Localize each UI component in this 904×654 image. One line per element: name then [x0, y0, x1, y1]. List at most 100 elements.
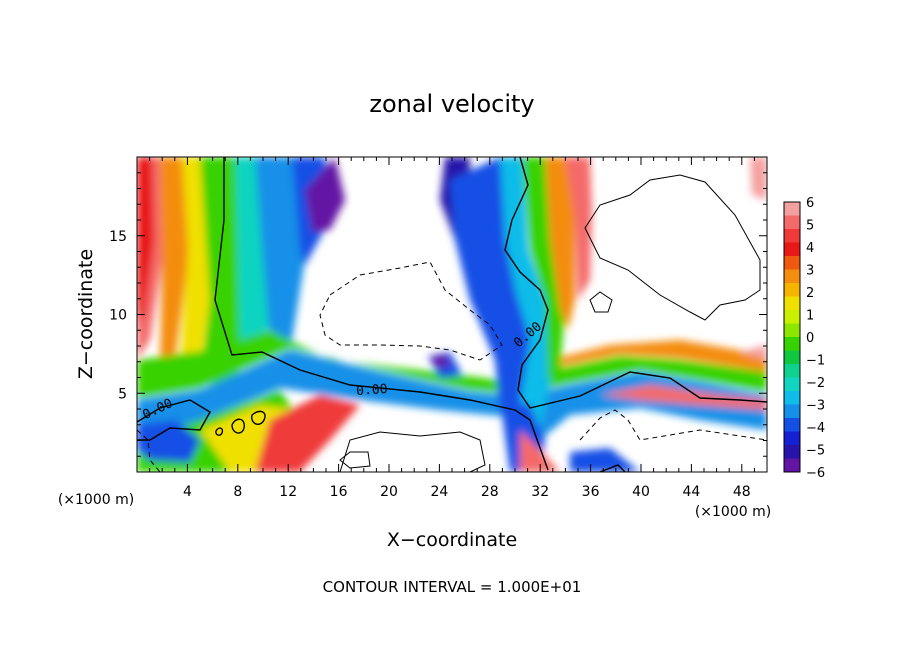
plot-area: 0.00 0.00 0.00 — [136, 156, 768, 473]
colorbar-label: 6 — [806, 196, 814, 211]
x-unit-label-right: (×1000 m) — [695, 504, 771, 520]
colorbar-label: −2 — [806, 376, 825, 391]
field-right-blue — [570, 448, 640, 472]
contour-negative-lower-right — [579, 409, 767, 441]
colorbar-swatch — [784, 458, 800, 473]
x-tick-labels: 4 8 12 16 20 24 28 32 36 40 44 48 — [183, 484, 751, 500]
y-tick-label: 15 — [109, 229, 127, 245]
contour-interval-note: CONTOUR INTERVAL = 1.000E+01 — [323, 578, 582, 596]
colorbar-label: −1 — [806, 354, 825, 369]
colorbar-swatch — [784, 445, 800, 459]
colorbar-label: 1 — [806, 309, 814, 324]
contour-zero-center — [504, 157, 767, 409]
contour-zero-left — [214, 157, 549, 471]
colorbar-swatch — [784, 431, 800, 446]
contour-positive-lower-box — [339, 451, 371, 469]
colorbar-label: 2 — [806, 286, 814, 301]
colorbar-swatch — [784, 215, 800, 230]
contour-small-ring-2 — [251, 410, 266, 425]
chart-title: zonal velocity — [369, 90, 534, 118]
velocity-field — [137, 157, 767, 472]
x-tick-label: 16 — [330, 484, 348, 500]
field-center-lower-red — [520, 430, 560, 472]
field-band-orange — [550, 340, 767, 372]
colorbar-swatch — [784, 242, 800, 257]
x-axis-title: X−coordinate — [387, 529, 517, 551]
colorbar-labels: 6 5 4 3 2 1 0 −1 −2 −3 −4 −5 −6 — [806, 196, 825, 481]
x-tick-label: 36 — [582, 484, 600, 500]
colorbar-swatch — [784, 229, 800, 243]
x-tick-label: 12 — [279, 484, 297, 500]
x-tick-label: 4 — [183, 484, 192, 500]
field-red-left — [137, 157, 154, 330]
colorbar-swatch — [784, 350, 800, 365]
field-orange-left — [160, 157, 190, 360]
colorbar-swatch — [784, 404, 800, 419]
colorbar-label: 3 — [806, 264, 814, 279]
field-right-edge-pink — [740, 345, 767, 360]
y-tick-labels: 5 10 15 — [109, 229, 127, 403]
y-axis-title: Z−coordinate — [75, 249, 97, 379]
colorbar-label: 0 — [806, 331, 814, 346]
field-center-blue — [450, 157, 540, 440]
x-tick-label: 44 — [682, 484, 700, 500]
field-green-left — [200, 157, 245, 390]
colorbar-label: −6 — [806, 466, 825, 481]
colorbar-frame — [783, 201, 801, 473]
y-tick-label: 5 — [118, 386, 127, 402]
contour-positive-lower-mid — [339, 431, 486, 472]
field-band-mid — [137, 350, 767, 440]
contour-label: 0.00 — [356, 382, 388, 399]
colorbar-label: −5 — [806, 444, 825, 459]
colorbar-swatch — [784, 418, 800, 432]
contour-lines — [137, 157, 767, 472]
colorbar-label: −4 — [806, 421, 825, 436]
field-blob-purple — [430, 354, 450, 368]
axis-ticks — [137, 157, 767, 472]
colorbar-swatch — [784, 296, 800, 311]
field-lower-blue — [137, 420, 200, 462]
contour-zero-lower-left — [137, 399, 211, 441]
colorbar-swatch — [784, 283, 800, 297]
contour-positive-loop-right — [584, 174, 761, 321]
colorbar-swatch — [784, 364, 800, 378]
colorbar-swatch — [784, 377, 800, 392]
field-lower-red — [255, 395, 360, 472]
colorbar-swatch — [784, 269, 800, 284]
colorbar-swatch — [784, 256, 800, 270]
contour-positive-small-right — [589, 291, 613, 313]
field-yellow-left — [180, 157, 210, 370]
y-tick-label: 10 — [109, 308, 127, 324]
field-right-red — [600, 385, 767, 410]
colorbar-label: 5 — [806, 219, 814, 234]
contour-small-ring-1 — [231, 418, 245, 434]
x-tick-label: 20 — [380, 484, 398, 500]
field-center-cyan — [500, 157, 555, 440]
field-center-red — [565, 157, 592, 300]
colorbar-swatch — [784, 391, 800, 405]
field-band-green — [137, 330, 767, 398]
x-tick-label: 8 — [233, 484, 242, 500]
field-top-right-pink — [750, 157, 767, 200]
field-center-orange — [545, 157, 575, 330]
x-unit-label-left: (×1000 m) — [58, 492, 134, 508]
x-tick-label: 48 — [733, 484, 751, 500]
x-tick-label: 32 — [531, 484, 549, 500]
contour-zero-bottom — [599, 464, 626, 472]
x-tick-label: 28 — [481, 484, 499, 500]
colorbar-swatch — [784, 323, 800, 338]
colorbar-swatch — [784, 337, 800, 351]
colorbar-label: −3 — [806, 399, 825, 414]
colorbar-label: 4 — [806, 241, 814, 256]
x-tick-label: 24 — [430, 484, 448, 500]
field-purple-left — [305, 157, 345, 232]
contour-negative-mid — [319, 261, 503, 361]
contour-small-ring-3 — [215, 427, 224, 436]
colorbar — [783, 201, 801, 473]
x-tick-label: 40 — [632, 484, 650, 500]
field-blue-left — [255, 157, 305, 345]
colorbar-swatch — [784, 310, 800, 324]
field-center-green — [522, 157, 565, 380]
colorbar-swatch — [784, 202, 800, 216]
